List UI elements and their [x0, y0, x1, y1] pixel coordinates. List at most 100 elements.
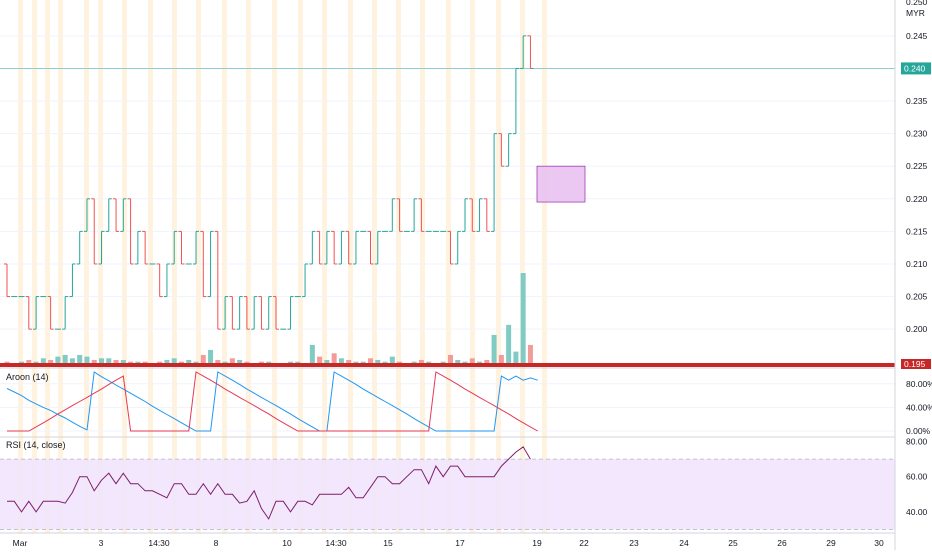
- price-tick-label: 0.220: [906, 194, 928, 204]
- price-tick-label: 0.215: [906, 226, 928, 236]
- aroon-up-line: [6, 371, 538, 432]
- aroon-tick-label: 0.00%: [906, 426, 931, 436]
- volume-bar: [164, 359, 170, 365]
- volume-bar: [491, 334, 497, 365]
- ohlc-bar: [149, 263, 156, 265]
- ohlc-bar: [156, 263, 163, 298]
- volume-bar: [106, 358, 112, 365]
- volume-bar: [498, 354, 504, 365]
- volume-bar: [484, 359, 490, 365]
- volume-bar: [506, 324, 512, 365]
- session-band: [322, 0, 327, 533]
- ohlc-bar: [323, 230, 330, 265]
- ohlc-bar: [18, 296, 25, 298]
- session-band: [32, 0, 37, 533]
- ohlc-bar: [54, 328, 61, 330]
- ohlc-bar: [200, 230, 207, 298]
- ohlc-bar: [352, 230, 359, 265]
- ohlc-bar: [134, 230, 141, 265]
- ohlc-bar: [265, 296, 272, 330]
- session-band: [98, 0, 103, 533]
- session-band: [196, 0, 201, 533]
- session-bands: [18, 0, 547, 533]
- price-pane[interactable]: [0, 35, 932, 367]
- ohlc-bar: [294, 296, 301, 298]
- volume-bar: [389, 356, 395, 365]
- session-band: [496, 0, 501, 533]
- ohlc-bar: [454, 230, 461, 265]
- session-band: [372, 0, 377, 533]
- rsi-pane[interactable]: RSI (14, close): [0, 440, 895, 530]
- ohlc-bar: [527, 35, 534, 69]
- top-price-label: 0.250: [906, 0, 928, 7]
- session-band: [246, 0, 251, 533]
- ohlc-bar: [127, 198, 134, 265]
- time-tick-label: 19: [532, 538, 542, 548]
- last-price-tag-label: 0.240: [904, 63, 926, 73]
- ohlc-bar: [272, 296, 279, 330]
- volume-bar: [346, 359, 352, 365]
- time-tick-label: 14:30: [148, 538, 170, 548]
- ohlc-bar: [345, 230, 352, 265]
- axis-background: [895, 0, 932, 550]
- ohlc-bar: [91, 198, 98, 265]
- ohlc-bar: [113, 198, 120, 232]
- session-band: [172, 0, 177, 533]
- ohlc-bar: [440, 230, 447, 232]
- ohlc-bar: [425, 230, 432, 232]
- volume-bar: [520, 273, 526, 365]
- ohlc-bar: [360, 230, 367, 232]
- rsi-title: RSI (14, close): [6, 440, 66, 450]
- volume-bar: [418, 359, 424, 365]
- ohlc-bar: [120, 198, 127, 232]
- volume-bar: [513, 351, 519, 365]
- ohlc-bar: [69, 263, 76, 298]
- volume-bar: [229, 358, 235, 365]
- ohlc-bar: [447, 230, 454, 265]
- ohlc-bar: [243, 296, 250, 330]
- ohlc-bar: [309, 230, 316, 265]
- session-band: [420, 0, 425, 533]
- aroon-pane[interactable]: Aroon (14): [6, 371, 538, 432]
- ohlc-bar: [83, 198, 90, 232]
- volume-bar: [375, 359, 381, 365]
- ohlc-bar: [258, 296, 265, 330]
- volume-bar: [368, 358, 373, 365]
- ohlc-bar: [411, 198, 418, 232]
- session-band: [396, 0, 401, 533]
- aroon-tick-label: 40.00%: [906, 402, 932, 412]
- volume-bar: [171, 358, 177, 365]
- ohlc-bar: [163, 263, 170, 298]
- currency-label: MYR: [906, 8, 925, 18]
- rsi-tick-label: 60.00: [906, 472, 928, 482]
- aroon-down-line: [7, 371, 538, 432]
- volume-bar: [120, 359, 126, 365]
- volume-bar: [77, 354, 83, 365]
- ohlc-bar: [367, 230, 374, 265]
- ohlc-bar: [462, 198, 469, 232]
- ohlc-bar: [62, 296, 69, 330]
- time-tick-label: Mar: [13, 538, 28, 548]
- ohlc-bar: [185, 263, 192, 265]
- volume-bar: [447, 354, 453, 365]
- volume-bar: [331, 353, 337, 365]
- volume-bar: [55, 356, 61, 365]
- ohlc-bar: [403, 230, 410, 232]
- time-tick-label: 22: [579, 538, 589, 548]
- volume-bar: [215, 359, 221, 365]
- last-price-tag: [901, 62, 931, 75]
- session-band: [148, 0, 153, 533]
- ohlc-bar: [331, 230, 338, 265]
- price-tick-label: 0.235: [906, 96, 928, 106]
- time-tick-label: 10: [282, 538, 292, 548]
- volume-bar: [69, 358, 75, 365]
- volume-bar: [317, 356, 323, 365]
- time-tick-label: 29: [826, 538, 836, 548]
- session-band: [58, 0, 63, 533]
- time-axis[interactable]: Mar 3 14:30 8 10 14:30 15 17 19 22 23 24 25 26 29 30: [13, 538, 884, 548]
- ohlc-bar: [229, 296, 236, 330]
- volume-bar: [113, 359, 119, 365]
